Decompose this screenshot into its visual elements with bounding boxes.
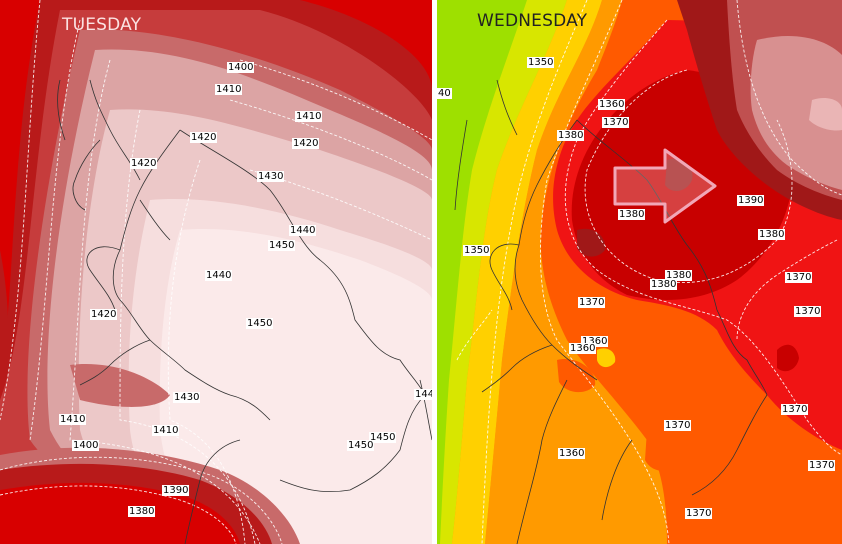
- arrow-right-icon: [613, 148, 717, 224]
- contour-label: 1370: [781, 404, 809, 415]
- contour-label: 1450: [268, 240, 296, 251]
- contour-label: 1360: [598, 99, 626, 110]
- contour-label: 1390: [737, 195, 765, 206]
- wednesday-contour-map: [437, 0, 842, 544]
- contour-label: 1430: [173, 392, 201, 403]
- contour-label: 1380: [618, 209, 646, 220]
- wednesday-title: WEDNESDAY: [477, 11, 588, 31]
- tuesday-map-panel: TUESDAY 1400 1410 1410 1420 1420 1420 14…: [0, 0, 432, 544]
- contour-label: 1370: [785, 272, 813, 283]
- contour-label: 1450: [369, 432, 397, 443]
- contour-label: 144: [414, 389, 432, 400]
- contour-label: 1440: [289, 225, 317, 236]
- contour-label: 1370: [808, 460, 836, 471]
- wednesday-map-panel: WEDNESDAY 1350 40 1360 1370 1380 1390 13…: [437, 0, 842, 544]
- contour-label: 1380: [128, 506, 156, 517]
- contour-label: 1360: [569, 343, 597, 354]
- contour-label: 1370: [664, 420, 692, 431]
- contour-label: 1350: [463, 245, 491, 256]
- contour-label: 1420: [130, 158, 158, 169]
- contour-label: 1360: [558, 448, 586, 459]
- tuesday-title: TUESDAY: [62, 15, 142, 35]
- contour-label: 1370: [794, 306, 822, 317]
- contour-label: 1380: [665, 270, 693, 281]
- contour-label: 1410: [152, 425, 180, 436]
- contour-label: 1410: [59, 414, 87, 425]
- contour-label: 1420: [292, 138, 320, 149]
- contour-label: 1370: [602, 117, 630, 128]
- contour-label: 1410: [295, 111, 323, 122]
- panel-divider: [432, 0, 437, 544]
- contour-label: 1360: [581, 336, 609, 347]
- contour-label: 1440: [205, 270, 233, 281]
- contour-label: 1420: [190, 132, 218, 143]
- contour-label: 1380: [650, 279, 678, 290]
- contour-label: 1370: [685, 508, 713, 519]
- contour-label: 1450: [246, 318, 274, 329]
- contour-label: 1380: [758, 229, 786, 240]
- contour-label: 1420: [90, 309, 118, 320]
- contour-label: 1400: [227, 62, 255, 73]
- contour-label: 40: [437, 88, 452, 99]
- contour-label: 1390: [162, 485, 190, 496]
- contour-label: 1410: [215, 84, 243, 95]
- contour-label: 1430: [257, 171, 285, 182]
- contour-label: 1350: [527, 57, 555, 68]
- contour-label: 1380: [557, 130, 585, 141]
- contour-label: 1370: [578, 297, 606, 308]
- contour-label: 1450: [347, 440, 375, 451]
- contour-label: 1400: [72, 440, 100, 451]
